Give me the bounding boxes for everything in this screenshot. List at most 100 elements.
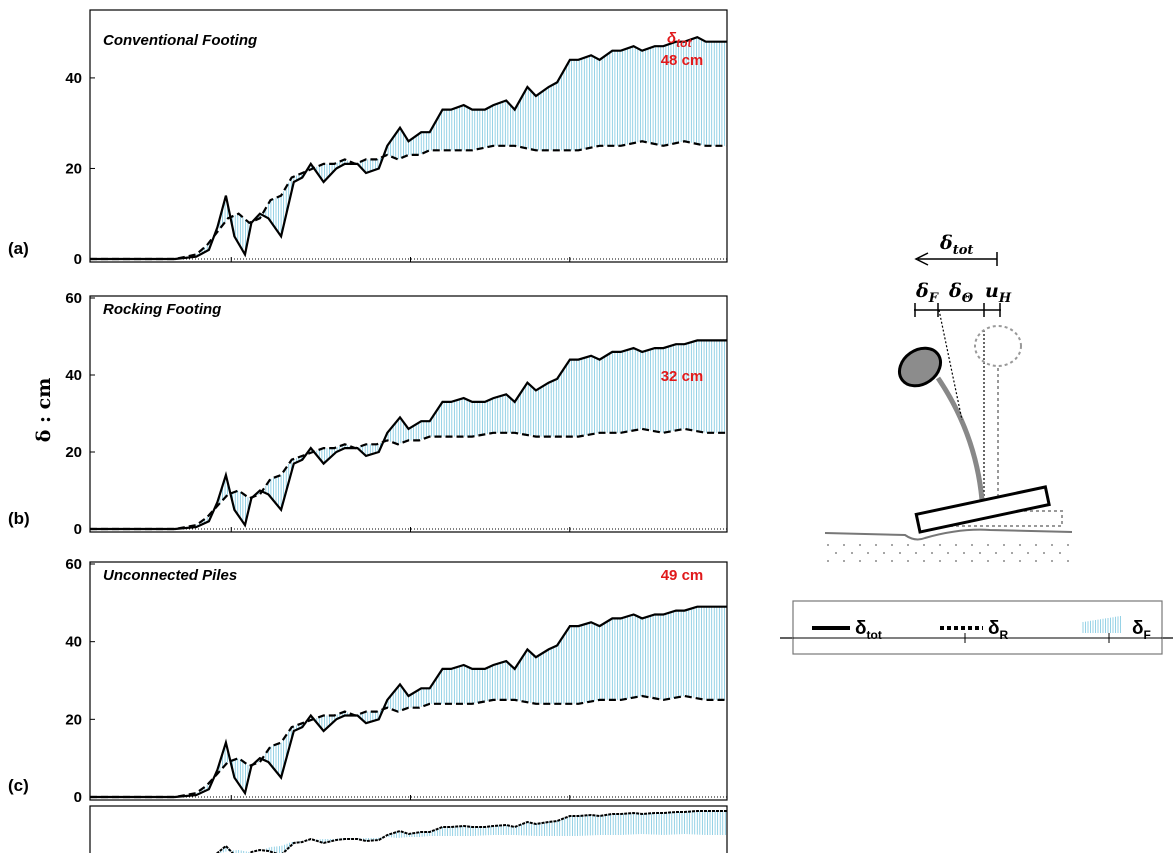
- legend-fill-swatch: [1082, 616, 1121, 633]
- soil-dot: [899, 552, 901, 554]
- y-tick-label: 60: [65, 290, 82, 307]
- soil-dot: [1027, 552, 1029, 554]
- soil-dot: [971, 560, 973, 562]
- panel-label: (c): [8, 776, 29, 795]
- plot-frame-b: [89, 295, 728, 533]
- soil-dot: [971, 544, 973, 546]
- soil-dot: [939, 560, 941, 562]
- soil-dot: [923, 560, 925, 562]
- rotated-footing: [914, 485, 1051, 534]
- arrow-head: [914, 252, 929, 266]
- y-tick-label: 60: [65, 556, 82, 573]
- rocking-series-line: [90, 427, 727, 531]
- y-tick-label: 0: [74, 521, 82, 538]
- soil-dot: [875, 560, 877, 562]
- soil-dot: [1035, 560, 1037, 562]
- soil-dot: [1019, 560, 1021, 562]
- soil-dot: [907, 560, 909, 562]
- plot-frame-a: [89, 9, 728, 263]
- soil-hatch: [827, 544, 1069, 562]
- plot-frame-c: [89, 561, 728, 801]
- soil-dot: [835, 552, 837, 554]
- legend: δtot δR δF: [780, 600, 1173, 655]
- soil-dot: [851, 552, 853, 554]
- annotation-value: 48 cm: [661, 52, 704, 69]
- y-tick-label: 0: [74, 251, 82, 268]
- y-tick-label: 20: [65, 444, 82, 461]
- soil-dot: [867, 552, 869, 554]
- ground-surface: [824, 528, 1073, 541]
- soil-dot: [979, 552, 981, 554]
- soil-dot: [859, 544, 861, 546]
- y-tick-label: 20: [65, 160, 82, 177]
- soil-dot: [843, 560, 845, 562]
- rocking-series-line: [90, 694, 727, 799]
- soil-dot: [947, 552, 949, 554]
- panel-label: (b): [8, 509, 30, 528]
- soil-dot: [987, 560, 989, 562]
- rotated-column: [935, 376, 986, 516]
- legend-F-label: δF: [1132, 618, 1151, 642]
- panel-title: Conventional Footing: [103, 32, 257, 49]
- total-series-line: [90, 605, 727, 799]
- soil-dot: [939, 544, 941, 546]
- legend-R-label: δR: [988, 618, 1009, 642]
- soil-dot: [875, 544, 877, 546]
- uH-label: uH: [985, 280, 1012, 306]
- cropped-series-line: [215, 810, 727, 853]
- delta-F-label: δF: [915, 280, 939, 306]
- cropped-frame: [89, 805, 728, 853]
- soil-dot: [955, 560, 957, 562]
- soil-dot: [1051, 544, 1053, 546]
- soil-dot: [1043, 552, 1045, 554]
- y-axis-label: δ : cm: [33, 378, 55, 443]
- delta-theta-label: δΘ: [948, 280, 974, 306]
- y-tick-label: 20: [65, 711, 82, 728]
- panel-title: Unconnected Piles: [103, 567, 237, 584]
- soil-dot: [915, 552, 917, 554]
- soil-dot: [843, 544, 845, 546]
- y-tick-label: 0: [74, 789, 82, 806]
- soil-dot: [995, 552, 997, 554]
- cropped-panel-d: [89, 805, 728, 853]
- panel-b: 0 20 40 60 Rocking Footing (b) 32 cm: [8, 290, 728, 538]
- soil-dot: [955, 544, 957, 546]
- soil-dot: [931, 552, 933, 554]
- panel-title: Rocking Footing: [103, 301, 221, 318]
- total-series-line: [90, 36, 727, 261]
- annotation-value: 49 cm: [661, 567, 704, 584]
- soil-dot: [1035, 544, 1037, 546]
- soil-dot: [1011, 552, 1013, 554]
- soil-dot: [1003, 544, 1005, 546]
- soil-dot: [891, 560, 893, 562]
- delta-tot-label: δtot: [939, 232, 973, 258]
- soil-dot: [1067, 560, 1069, 562]
- soil-dot: [891, 544, 893, 546]
- rotated-mass: [898, 346, 942, 388]
- soil-dot: [1051, 560, 1053, 562]
- fill-hatch-b: [183, 340, 725, 529]
- annotation-symbol: δtot: [667, 30, 692, 50]
- soil-dot: [987, 544, 989, 546]
- soil-dot: [907, 544, 909, 546]
- soil-dot: [827, 560, 829, 562]
- soil-dot: [1067, 544, 1069, 546]
- soil-dot: [1003, 560, 1005, 562]
- y-tick-label: 40: [65, 70, 82, 87]
- annotation-value: 32 cm: [661, 368, 704, 385]
- y-tick-label: 40: [65, 367, 82, 384]
- rotation-guide: [938, 309, 963, 421]
- original-mass: [974, 325, 1022, 367]
- panel-label: (a): [8, 239, 29, 258]
- panel-c: 0 20 40 60 Unconnected Piles (c) 49 cm: [8, 556, 728, 806]
- soil-dot: [1059, 552, 1061, 554]
- soil-dot: [1019, 544, 1021, 546]
- soil-dot: [859, 560, 861, 562]
- soil-dot: [827, 544, 829, 546]
- rocking-series-line: [90, 140, 727, 261]
- total-series-line: [90, 339, 727, 531]
- rocking-diagram: δtot δF δΘ uH: [824, 232, 1073, 562]
- soil-dot: [963, 552, 965, 554]
- legend-tot-label: δtot: [855, 618, 882, 642]
